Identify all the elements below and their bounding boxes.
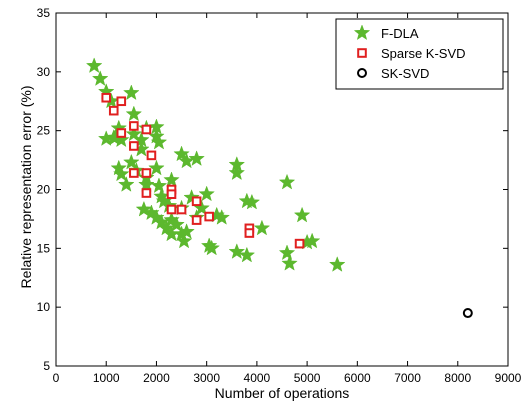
x-tick-label: 0 [53,371,60,385]
data-point-circle [462,308,473,319]
x-tick-label: 5000 [294,371,321,385]
legend-marker-star [353,24,371,41]
x-tick-label: 9000 [495,371,522,385]
data-point-star [125,105,143,122]
data-point-square [191,215,202,225]
data-point-star [203,239,220,256]
data-point-star [113,131,130,148]
data-point-star [178,223,195,239]
data-point-square [129,141,139,151]
y-tick-label: 15 [37,241,51,255]
data-point-square [141,124,152,135]
data-point-star [303,232,321,249]
data-point-star [188,150,205,166]
y-tick-label: 25 [37,124,51,138]
data-point-star [278,173,296,190]
data-point-square [108,105,119,116]
data-point-square [166,189,177,200]
data-point-star [198,185,215,202]
legend-marker-circle [357,68,367,78]
data-point-star [118,176,135,192]
data-point-square [116,96,127,107]
data-point-star [123,153,140,170]
data-point-square [141,168,152,178]
data-point-star [183,189,200,205]
data-point-square [244,228,255,238]
data-point-star [228,164,246,181]
data-point-star [213,209,231,225]
data-point-star [150,177,168,194]
data-point-star [150,133,168,150]
data-marks [85,57,473,319]
x-tick-label: 7000 [394,371,421,385]
data-point-star [173,145,190,162]
data-point-star [135,200,153,217]
data-point-square [204,211,214,222]
data-point-square [116,128,127,138]
data-point-star [328,256,346,272]
y-tick-label: 20 [37,183,51,197]
data-point-star [85,57,103,73]
y-tick-label: 30 [37,65,51,79]
data-point-square [146,150,157,161]
y-tick-label: 35 [37,6,51,20]
ticks: 0 1000 2000 3000 4000 5000 6000 7000 8000 9000 5 10… [37,6,522,385]
data-point-square [191,196,202,207]
x-tick-label: 1000 [93,371,120,385]
data-point-star [228,243,246,259]
x-tick-label: 2000 [143,371,170,385]
data-point-star [243,193,261,210]
data-point-square [129,121,139,131]
data-point-square [176,204,187,215]
legend-marker-square [357,48,367,58]
data-point-star [148,159,165,176]
y-axis-label: Relative representation error (%) [18,85,34,288]
data-point-star [238,246,256,263]
data-point-star [253,219,271,236]
data-point-square [129,168,139,178]
legend-label: SK-SVD [381,66,429,81]
data-point-square [294,238,305,249]
data-point-star [91,70,109,86]
data-point-star [175,232,193,249]
y-tick-label: 10 [37,300,51,314]
data-point-square [141,188,152,198]
legend-label: F-DLA [381,26,419,41]
data-point-square [101,92,112,103]
data-point-star [138,176,155,192]
x-axis-label: Number of operations [215,385,350,401]
y-tick-label: 5 [43,359,50,373]
legend: F-DLA Sparse K-SVD SK-SVD [335,18,504,90]
data-point-star [281,254,298,271]
data-point-star [113,165,130,182]
legend-label: Sparse K-SVD [381,46,466,61]
x-tick-label: 8000 [444,371,471,385]
data-point-square [166,204,177,215]
data-point-star [123,84,140,101]
x-tick-label: 6000 [344,371,371,385]
data-point-star [278,244,296,261]
series-circle [462,308,473,319]
data-point-star [293,206,311,223]
data-point-star [168,216,185,232]
x-tick-label: 4000 [244,371,271,385]
series-square [101,92,305,249]
data-point-star [163,171,180,188]
x-tick-label: 3000 [193,371,220,385]
